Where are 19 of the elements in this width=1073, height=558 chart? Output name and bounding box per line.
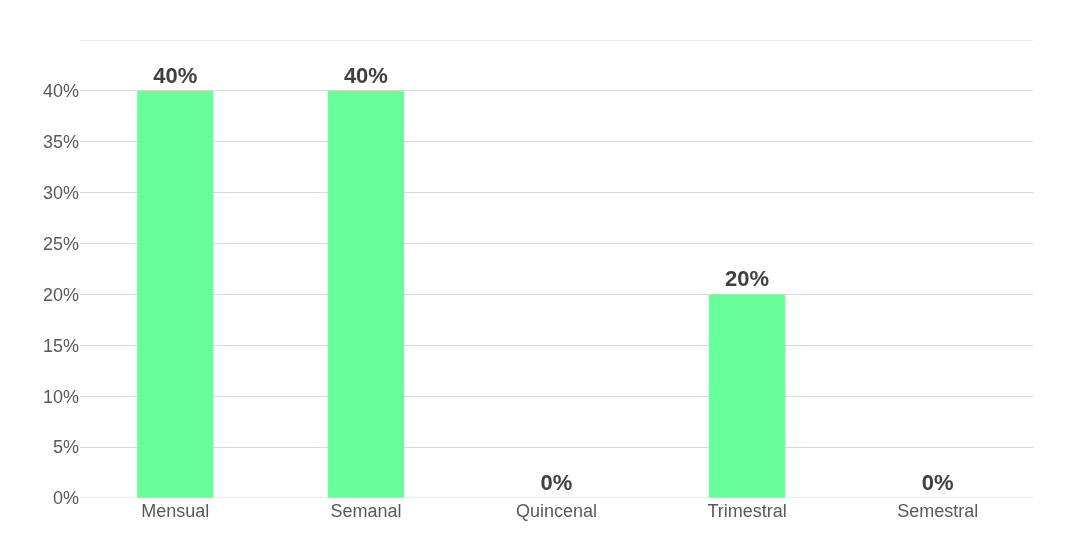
data-label: 40% [153,62,198,88]
y-tick-label: 30% [42,182,79,203]
y-tick-label: 15% [42,335,79,356]
y-tick-label: 5% [52,437,79,458]
y-tick-label: 0% [52,488,79,509]
data-label: 20% [725,266,770,292]
x-tick-label: Semanal [330,501,402,521]
y-tick-label: 25% [42,233,79,254]
x-tick-label: Trimestral [707,501,787,521]
y-tick-label: 20% [42,284,79,305]
data-label: 0% [921,470,954,495]
data-label: 40% [343,62,388,88]
x-tick-label: Mensual [141,501,210,521]
data-label: 0% [540,470,573,495]
y-tick-label: 40% [42,81,79,102]
y-tick-label: 10% [42,386,79,407]
x-tick-label: Semestral [897,501,979,521]
x-tick-label: Quincenal [515,501,598,521]
y-tick-label: 35% [42,132,79,153]
